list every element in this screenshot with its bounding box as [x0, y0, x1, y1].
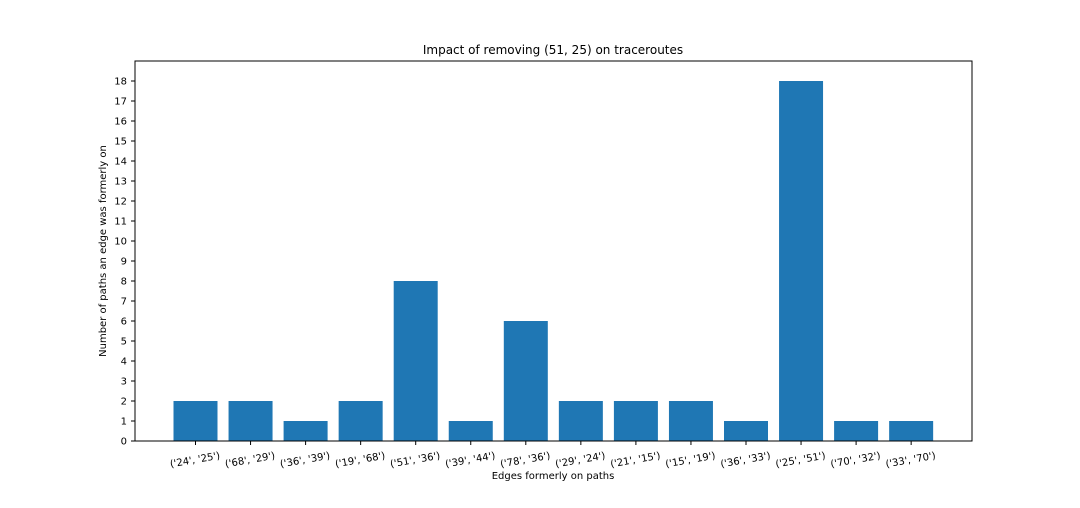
y-tick-label-6: 6: [121, 317, 127, 328]
y-tick-label-4: 4: [121, 357, 127, 368]
bar-3: [338, 401, 383, 441]
bar-5: [448, 421, 493, 441]
x-tick-label-13: ('33', '70'): [885, 451, 937, 471]
x-tick-label-8: ('21', '15'): [610, 451, 662, 471]
y-tick-label-0: 0: [121, 437, 127, 448]
bar-4: [393, 281, 438, 441]
bar-9: [668, 401, 713, 441]
x-axis: ('24', '25') ('68', '29') ('36', '39') ('19…: [169, 441, 937, 471]
x-tick-label-6: ('78', '36'): [499, 451, 551, 471]
y-tick-label-15: 15: [114, 137, 127, 148]
y-tick-label-16: 16: [114, 117, 127, 128]
x-axis-label: Edges formerly on paths: [492, 471, 615, 482]
y-tick-label-8: 8: [121, 277, 127, 288]
y-axis-label: Number of paths an edge was formerly on: [98, 145, 109, 357]
y-tick-label-10: 10: [114, 237, 127, 248]
bar-8: [613, 401, 658, 441]
x-tick-label-11: ('25', '51'): [775, 451, 827, 471]
x-tick-label-5: ('39', '44'): [444, 451, 496, 471]
x-tick-label-7: ('29', '24'): [555, 451, 607, 471]
y-tick-label-13: 13: [114, 177, 127, 188]
x-tick-label-10: ('36', '33'): [720, 451, 772, 471]
y-tick-label-5: 5: [121, 337, 127, 348]
x-tick-label-2: ('36', '39'): [279, 451, 331, 471]
bar-13: [889, 421, 934, 441]
x-tick-label-0: ('24', '25'): [169, 451, 221, 471]
x-tick-label-3: ('19', '68'): [334, 451, 386, 471]
y-tick-label-7: 7: [121, 297, 127, 308]
bar-6: [503, 321, 548, 441]
bar-1: [228, 401, 273, 441]
y-tick-label-12: 12: [114, 197, 127, 208]
y-tick-label-2: 2: [121, 397, 127, 408]
x-tick-label-9: ('15', '19'): [665, 451, 717, 471]
y-tick-label-9: 9: [121, 257, 127, 268]
bars-group: [173, 81, 934, 441]
x-tick-label-12: ('70', '32'): [830, 451, 882, 471]
y-tick-label-17: 17: [114, 97, 127, 108]
plot-frame: [134, 60, 973, 442]
y-tick-label-18: 18: [114, 77, 127, 88]
bar-7: [558, 401, 603, 441]
chart-title: Impact of removing (51, 25) on tracerout…: [423, 43, 683, 57]
x-tick-label-4: ('51', '36'): [389, 451, 441, 471]
y-tick-label-11: 11: [114, 217, 127, 228]
y-tick-label-3: 3: [121, 377, 127, 388]
y-tick-label-14: 14: [114, 157, 127, 168]
bar-2: [283, 421, 328, 441]
bar-10: [724, 421, 768, 441]
x-tick-label-1: ('68', '29'): [224, 451, 276, 471]
bar-12: [834, 421, 879, 441]
bar-0: [173, 401, 218, 441]
bar-11: [779, 81, 824, 441]
y-tick-label-1: 1: [121, 417, 127, 428]
